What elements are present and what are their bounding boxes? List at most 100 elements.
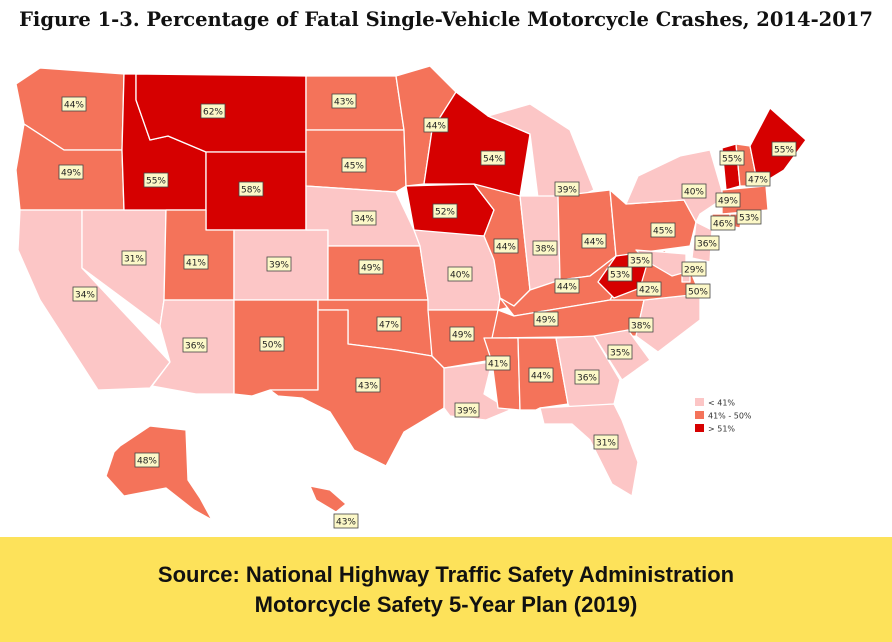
svg-text:43%: 43%: [336, 517, 356, 527]
svg-text:39%: 39%: [557, 185, 577, 195]
svg-text:49%: 49%: [536, 315, 556, 325]
value-label-sc: 35%: [607, 344, 633, 360]
state-hi: [309, 485, 347, 513]
legend-label-low: < 41%: [708, 399, 735, 408]
svg-text:34%: 34%: [75, 290, 95, 300]
value-label-ri: 46%: [710, 215, 736, 231]
svg-text:41%: 41%: [186, 258, 206, 268]
svg-text:43%: 43%: [334, 97, 354, 107]
svg-text:62%: 62%: [203, 107, 223, 117]
value-label-de: 29%: [681, 261, 707, 277]
value-label-ok: 47%: [376, 316, 402, 332]
svg-text:49%: 49%: [61, 168, 81, 178]
figure-title: Figure 1-3. Percentage of Fatal Single-V…: [19, 8, 873, 31]
value-label-or: 49%: [58, 164, 84, 180]
value-label-nh: 47%: [745, 171, 771, 187]
value-label-la: 39%: [454, 402, 480, 418]
value-label-fl: 31%: [593, 434, 619, 450]
svg-text:31%: 31%: [596, 438, 616, 448]
svg-text:44%: 44%: [557, 282, 577, 292]
svg-text:58%: 58%: [241, 185, 261, 195]
svg-text:54%: 54%: [483, 154, 503, 164]
value-label-sd: 45%: [341, 157, 367, 173]
value-label-co: 39%: [266, 256, 292, 272]
svg-text:50%: 50%: [688, 287, 708, 297]
value-label-id: 55%: [143, 172, 169, 188]
value-label-wa: 44%: [61, 96, 87, 112]
value-label-nv: 31%: [121, 250, 147, 266]
svg-text:46%: 46%: [713, 219, 733, 229]
svg-text:38%: 38%: [631, 321, 651, 331]
svg-text:39%: 39%: [457, 406, 477, 416]
svg-text:41%: 41%: [488, 359, 508, 369]
value-label-nm: 50%: [259, 336, 285, 352]
choropleth-map: 44% 49% 34% 31% 55% 62% 58% 41% 36% 39% 50% 43% 45% 3…: [15, 65, 807, 529]
value-label-md: 35%: [627, 252, 653, 268]
value-label-ct: 49%: [715, 192, 741, 208]
svg-text:36%: 36%: [185, 341, 205, 351]
value-label-ne: 34%: [351, 210, 377, 226]
value-label-ky: 44%: [554, 278, 580, 294]
svg-text:50%: 50%: [262, 340, 282, 350]
value-label-in: 38%: [532, 240, 558, 256]
labels-layer: 44% 49% 34% 31% 55% 62% 58% 41% 36% 39% 50% 43% 45% 3…: [58, 93, 797, 529]
legend-swatch-low: [695, 398, 704, 406]
value-label-oh: 44%: [581, 233, 607, 249]
legend-label-mid: 41% - 50%: [708, 412, 752, 421]
svg-text:36%: 36%: [697, 239, 717, 249]
svg-text:38%: 38%: [535, 244, 555, 254]
value-label-wv: 53%: [607, 266, 633, 282]
source-line-1: Source: National Highway Traffic Safety …: [157, 561, 735, 587]
svg-text:45%: 45%: [653, 226, 673, 236]
svg-text:36%: 36%: [577, 373, 597, 383]
value-label-ar: 49%: [449, 326, 475, 342]
svg-text:40%: 40%: [450, 270, 470, 280]
value-label-ks: 49%: [358, 259, 384, 275]
value-label-tn: 49%: [533, 311, 559, 327]
value-label-ma: 53%: [736, 209, 762, 225]
value-label-ut: 41%: [183, 254, 209, 270]
svg-text:43%: 43%: [358, 381, 378, 391]
value-label-ia: 52%: [432, 203, 458, 219]
value-label-mn: 44%: [423, 117, 449, 133]
value-label-va: 42%: [636, 281, 662, 297]
svg-text:48%: 48%: [137, 456, 157, 466]
svg-text:52%: 52%: [435, 207, 455, 217]
svg-text:49%: 49%: [452, 330, 472, 340]
legend: < 41% 41% - 50% > 51%: [695, 398, 752, 434]
value-label-pa: 45%: [650, 222, 676, 238]
svg-text:42%: 42%: [639, 285, 659, 295]
value-label-me: 55%: [771, 141, 797, 157]
svg-text:49%: 49%: [718, 196, 738, 206]
svg-text:44%: 44%: [531, 371, 551, 381]
svg-text:29%: 29%: [684, 265, 704, 275]
svg-text:31%: 31%: [124, 254, 144, 264]
value-label-il: 44%: [493, 238, 519, 254]
value-label-mt: 62%: [200, 103, 226, 119]
svg-text:44%: 44%: [64, 100, 84, 110]
svg-text:45%: 45%: [344, 161, 364, 171]
value-label-ms: 41%: [485, 355, 511, 371]
svg-text:44%: 44%: [496, 242, 516, 252]
svg-text:53%: 53%: [610, 270, 630, 280]
value-label-mi: 39%: [554, 181, 580, 197]
value-label-wi: 54%: [480, 150, 506, 166]
svg-text:49%: 49%: [361, 263, 381, 273]
value-label-nj: 36%: [694, 235, 720, 251]
value-label-mo: 40%: [447, 266, 473, 282]
legend-swatch-high: [695, 424, 704, 432]
state-fl: [539, 403, 639, 497]
legend-swatch-mid: [695, 411, 704, 419]
value-label-al: 44%: [528, 367, 554, 383]
state-ak: [105, 425, 213, 521]
svg-text:55%: 55%: [146, 176, 166, 186]
svg-text:55%: 55%: [722, 154, 742, 164]
value-label-ga: 36%: [574, 369, 600, 385]
legend-label-high: > 51%: [708, 425, 735, 434]
svg-text:47%: 47%: [748, 175, 768, 185]
value-label-ak: 48%: [134, 452, 160, 468]
source-line-2: Motorcycle Safety 5-Year Plan (2019): [254, 591, 638, 617]
svg-text:55%: 55%: [774, 145, 794, 155]
svg-text:34%: 34%: [354, 214, 374, 224]
value-label-dc: 50%: [685, 283, 711, 299]
